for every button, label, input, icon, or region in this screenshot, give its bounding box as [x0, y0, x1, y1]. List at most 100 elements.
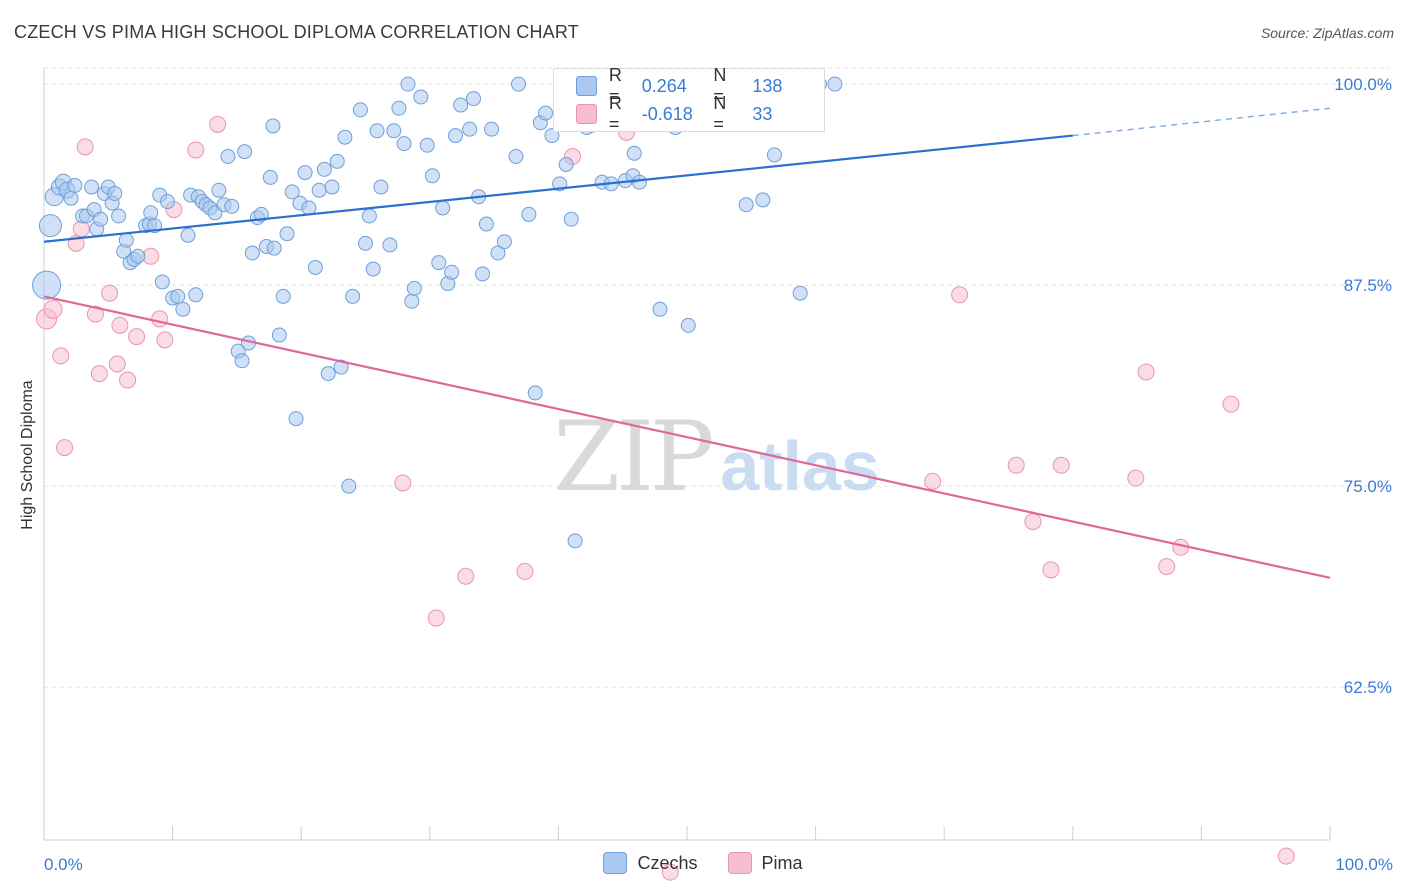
pima-point — [1137, 363, 1155, 381]
pima-point — [924, 472, 942, 490]
czech-point — [297, 165, 313, 181]
pima-point — [151, 310, 169, 328]
czech-point — [475, 266, 491, 282]
pima-point — [209, 115, 227, 133]
czech-point — [431, 255, 447, 271]
stats-legend: R = 0.264 N = 138 R = -0.618 N = 33 — [553, 65, 825, 134]
pima-point — [1158, 558, 1176, 576]
czech-point — [400, 76, 416, 92]
legend-item-pima[interactable]: Pima — [727, 852, 803, 874]
x-tick-label: 0.0% — [44, 855, 83, 874]
y-tick-label: 87.5% — [1344, 276, 1392, 295]
czech-point — [424, 168, 440, 184]
axes — [43, 68, 1331, 841]
czech-point — [130, 248, 146, 264]
czech-point — [224, 198, 240, 214]
czech-point — [496, 234, 512, 250]
legend-swatch-czechs — [576, 76, 597, 96]
czech-point — [484, 121, 500, 137]
y-tick-label: 75.0% — [1344, 477, 1392, 496]
czech-point — [265, 118, 281, 134]
czech-point — [361, 208, 377, 224]
czech-point — [320, 366, 336, 382]
czech-point — [406, 280, 422, 296]
czech-trend-line — [43, 134, 1073, 243]
czech-point — [107, 185, 123, 201]
pima-point — [457, 567, 475, 585]
czech-point — [284, 184, 300, 200]
czech-point — [508, 148, 524, 164]
czech-point — [391, 100, 407, 116]
x-tick-label: 100.0% — [1335, 855, 1393, 874]
czech-point — [404, 293, 420, 309]
legend-label-pima: Pima — [761, 852, 803, 873]
series-legend: Czechs Pima — [0, 852, 1406, 874]
legend-item-czechs[interactable]: Czechs — [603, 852, 698, 874]
czech-point — [478, 216, 494, 232]
czech-point — [466, 91, 482, 107]
legend-n-value: 33 — [752, 103, 773, 124]
czech-point — [341, 478, 357, 494]
czech-point — [369, 123, 385, 139]
legend-swatch-pima — [576, 104, 597, 124]
chart-title: CZECH VS PIMA HIGH SCHOOL DIPLOMA CORREL… — [14, 22, 579, 42]
czech-point — [175, 301, 191, 317]
czech-point — [311, 182, 327, 198]
czech-point — [435, 200, 451, 216]
czech-point — [419, 137, 435, 153]
pima-point — [119, 371, 137, 389]
czech-point — [329, 153, 345, 169]
czech-point — [266, 240, 282, 256]
czech-point — [154, 274, 170, 290]
watermark: ZIP atlas — [553, 401, 879, 513]
czech-points — [32, 76, 843, 549]
pima-point — [427, 609, 445, 627]
czech-point — [448, 128, 464, 144]
pima-point — [101, 284, 119, 302]
pima-point — [516, 562, 534, 580]
czech-point — [143, 205, 159, 221]
czech-point — [38, 214, 62, 238]
czech-point — [93, 211, 109, 227]
czech-point — [567, 533, 583, 549]
pima-point — [951, 286, 969, 304]
legend-r-value: -0.618 — [641, 103, 693, 124]
czech-point — [373, 179, 389, 195]
gridlines — [44, 67, 1390, 688]
trend-lines — [43, 107, 1331, 579]
czech-point — [527, 385, 543, 401]
legend-r-label: R = — [608, 65, 622, 106]
czech-point — [188, 287, 204, 303]
czech-point — [766, 147, 782, 163]
legend-n-value: 138 — [752, 75, 783, 96]
czech-point — [288, 411, 304, 427]
czech-point — [631, 174, 647, 190]
czech-point — [307, 259, 323, 275]
czech-point — [244, 245, 260, 261]
tick-labels: 62.5% 75.0% 87.5% 100.0% 0.0% 100.0% — [44, 75, 1393, 874]
pima-point — [43, 299, 63, 319]
pima-point — [1127, 469, 1145, 487]
pima-point — [86, 305, 104, 323]
czech-point — [337, 129, 353, 145]
pima-point — [661, 863, 679, 881]
czech-point — [234, 353, 250, 369]
czech-point — [358, 235, 373, 251]
legend-n-label: N = — [713, 93, 727, 134]
czech-point — [511, 76, 527, 92]
y-tick-label: 100.0% — [1334, 75, 1392, 94]
czech-point — [111, 208, 127, 224]
czech-trend-extension — [1072, 107, 1331, 137]
czech-point — [626, 145, 642, 161]
legend-n-label: N = — [713, 65, 727, 106]
czech-point — [827, 76, 843, 92]
czech-point — [755, 192, 771, 208]
czech-point — [32, 270, 62, 300]
pima-trend-line — [43, 295, 1331, 579]
czech-point — [386, 123, 402, 139]
pima-point — [394, 474, 412, 492]
pima-point — [111, 316, 129, 334]
legend-r-label: R = — [608, 93, 622, 134]
czech-point — [396, 136, 412, 152]
